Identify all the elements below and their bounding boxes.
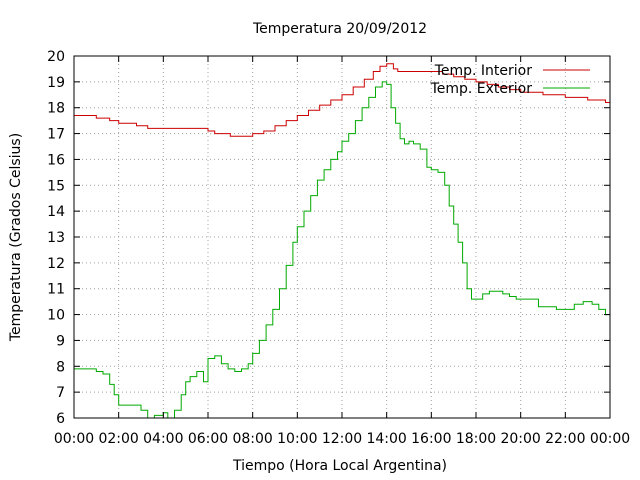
y-tick-label: 13 bbox=[47, 230, 65, 246]
grid-lines bbox=[74, 56, 610, 418]
x-tick-label: 18:00 bbox=[456, 431, 496, 447]
y-tick-label: 18 bbox=[47, 101, 65, 117]
legend-label: Temp. Interior bbox=[434, 63, 533, 79]
y-tick-label: 11 bbox=[47, 282, 65, 298]
series-line-0 bbox=[74, 63, 610, 137]
series-lines bbox=[74, 63, 611, 419]
y-tick-label: 6 bbox=[56, 411, 65, 427]
x-tick-label: 20:00 bbox=[500, 431, 540, 447]
legend-label: Temp. Exterior bbox=[430, 81, 533, 97]
x-axis-label: Tiempo (Hora Local Argentina) bbox=[232, 458, 447, 474]
y-tick-label: 15 bbox=[47, 178, 65, 194]
x-tick-label: 16:00 bbox=[411, 431, 451, 447]
y-tick-label: 19 bbox=[47, 75, 65, 91]
y-tick-labels: 6 7 8 9 10 11 12 13 14 15 16 17 18 19 20 bbox=[47, 49, 65, 427]
x-tick-label: 02:00 bbox=[98, 431, 138, 447]
axis-ticks bbox=[73, 55, 611, 419]
y-tick-label: 14 bbox=[47, 204, 65, 220]
x-tick-label: 10:00 bbox=[277, 431, 317, 447]
y-tick-label: 17 bbox=[47, 127, 65, 143]
chart-title: Temperatura 20/09/2012 bbox=[252, 21, 427, 37]
x-tick-label: 06:00 bbox=[188, 431, 228, 447]
x-tick-label: 22:00 bbox=[545, 431, 585, 447]
legend: Temp. Interior Temp. Exterior bbox=[430, 63, 590, 97]
x-tick-labels: 00:00 02:00 04:00 06:00 08:00 10:00 12:00 14:00… bbox=[54, 431, 630, 447]
x-tick-label: 08:00 bbox=[232, 431, 272, 447]
y-tick-label: 12 bbox=[47, 256, 65, 272]
y-tick-label: 9 bbox=[56, 333, 65, 349]
y-axis-label: Temperatura (Grados Celsius) bbox=[8, 133, 24, 342]
x-tick-label: 00:00 bbox=[590, 431, 630, 447]
x-tick-label: 04:00 bbox=[143, 431, 183, 447]
y-tick-label: 8 bbox=[56, 359, 65, 375]
x-tick-label: 12:00 bbox=[322, 431, 362, 447]
x-tick-label: 14:00 bbox=[366, 431, 406, 447]
y-tick-label: 10 bbox=[47, 308, 65, 324]
x-tick-label: 00:00 bbox=[54, 431, 94, 447]
series-line-1 bbox=[74, 81, 611, 419]
y-tick-label: 16 bbox=[47, 152, 65, 168]
y-tick-label: 7 bbox=[56, 385, 65, 401]
y-tick-label: 20 bbox=[47, 49, 65, 65]
